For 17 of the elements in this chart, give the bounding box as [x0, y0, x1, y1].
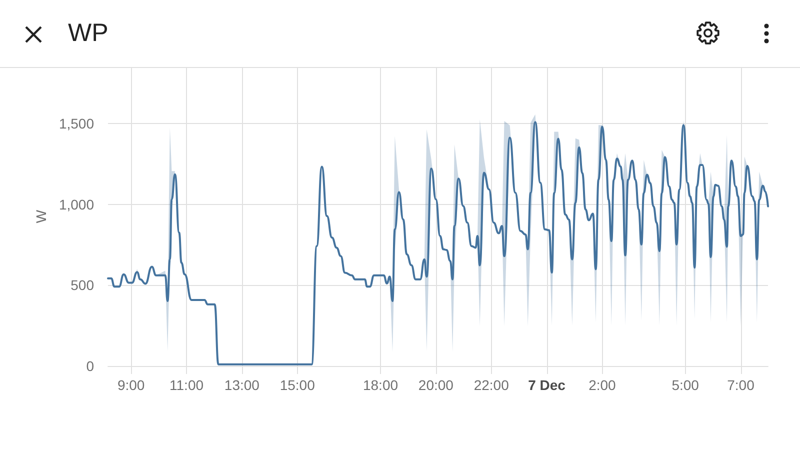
y-tick-label: 1,500: [58, 116, 94, 132]
x-tick-label: 2:00: [588, 377, 616, 393]
x-tick-label: 7 Dec: [528, 377, 566, 393]
y-tick-label: 1,000: [58, 196, 94, 212]
x-tick-label: 5:00: [672, 377, 700, 393]
y-tick-label: 500: [70, 277, 94, 294]
x-tick-label: 9:00: [117, 377, 145, 393]
chart-title: WP: [68, 19, 108, 48]
x-tick-label: 13:00: [224, 377, 260, 393]
x-tick-label: 7:00: [727, 377, 755, 393]
x-tick-label: 11:00: [170, 377, 204, 393]
x-tick-label: 15:00: [280, 377, 316, 393]
y-tick-label: 0: [86, 358, 94, 374]
x-tick-label: 18:00: [362, 377, 398, 393]
y-axis-title: W: [33, 209, 50, 224]
x-tick-label: 22:00: [474, 377, 510, 393]
x-tick-label: 20:00: [418, 377, 454, 393]
